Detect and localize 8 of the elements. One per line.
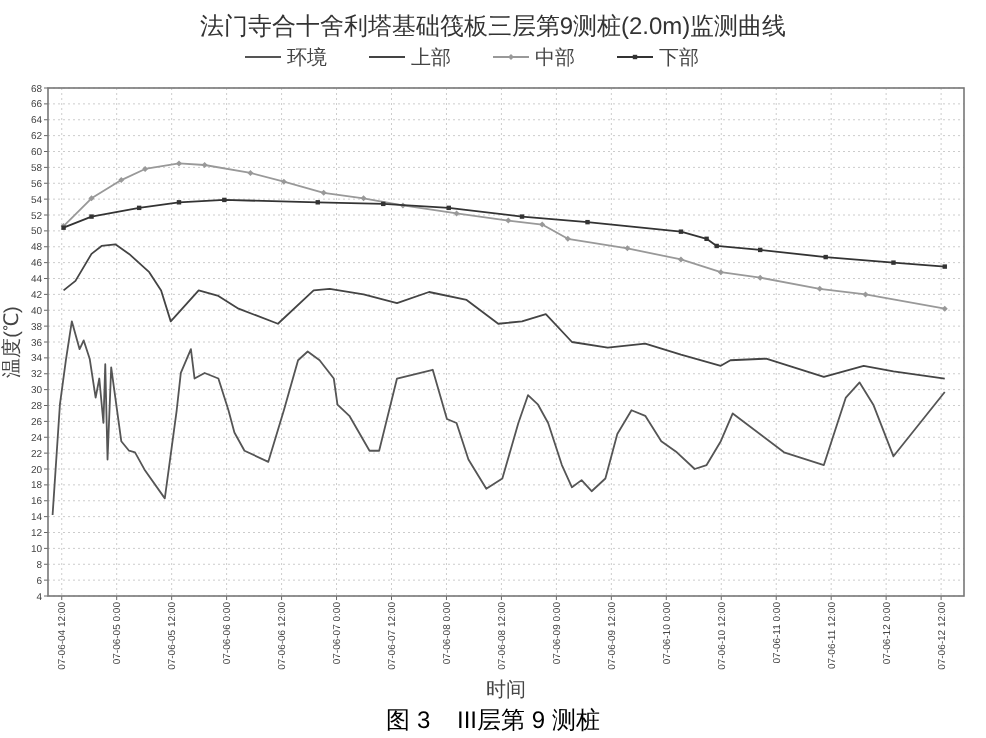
chart-title: 法门寺合十舍利塔基础筏板三层第9测桩(2.0m)监测曲线 [199, 12, 787, 40]
legend-label: 上部 [411, 46, 451, 70]
x-axis-title: 时间 [486, 678, 526, 702]
y-axis-title: 温度(℃) [0, 306, 24, 378]
legend-label: 环境 [287, 46, 327, 70]
legend-label: 下部 [659, 46, 699, 70]
caption: 图 3 III层第 9 测桩 [386, 706, 600, 734]
legend-label: 中部 [535, 46, 575, 70]
